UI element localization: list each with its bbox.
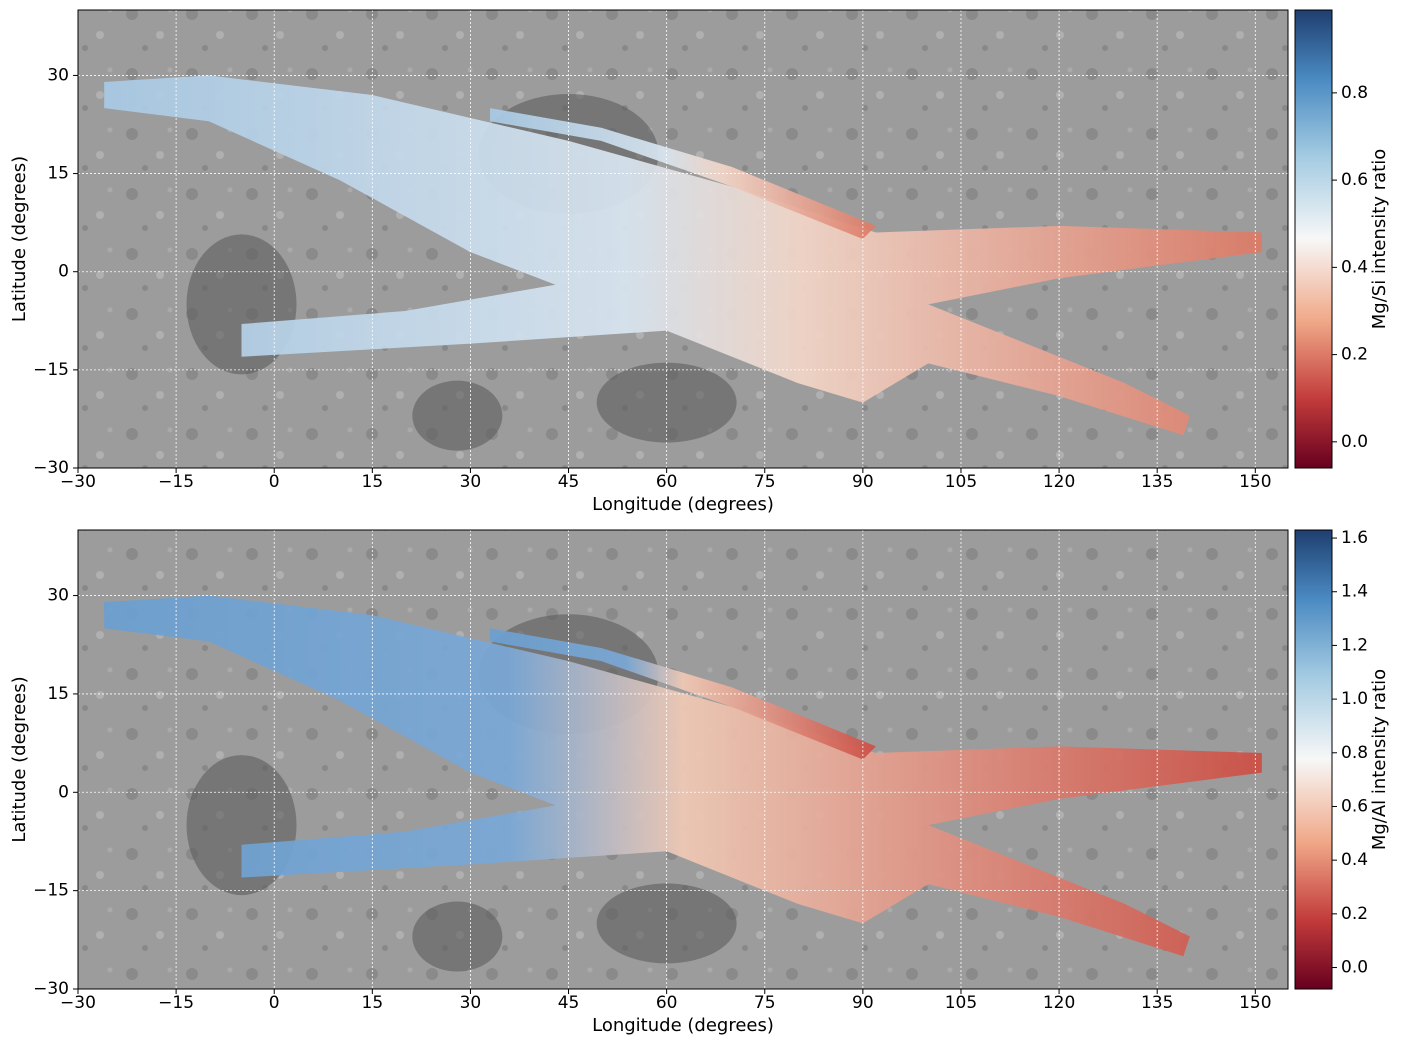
x-tick-label: 30 — [460, 993, 482, 1013]
y-tick-label: −15 — [33, 360, 69, 380]
y-tick-label: −30 — [33, 979, 69, 999]
x-axis-label: Longitude (degrees) — [592, 1015, 774, 1036]
colorbar-tick-label: 1.2 — [1341, 635, 1368, 655]
colorbar-tick-label: 0.8 — [1341, 743, 1368, 763]
y-tick-label: 15 — [47, 164, 69, 184]
x-tick-label: 120 — [1043, 472, 1075, 492]
x-tick-label: 105 — [945, 993, 977, 1013]
colorbar — [1295, 10, 1332, 468]
x-tick-label: 135 — [1141, 993, 1173, 1013]
y-axis-label: Latitude (degrees) — [9, 676, 30, 842]
x-tick-label: 15 — [362, 993, 384, 1013]
x-tick-label: 90 — [852, 472, 874, 492]
y-tick-label: 30 — [47, 586, 69, 606]
colorbar-tick-label: 0.0 — [1341, 432, 1368, 452]
y-tick-label: −30 — [33, 458, 69, 478]
x-tick-label: 15 — [362, 472, 384, 492]
x-tick-label: 150 — [1239, 993, 1271, 1013]
x-tick-label: 75 — [754, 993, 776, 1013]
colorbar-tick-label: 0.6 — [1341, 170, 1368, 190]
colorbar — [1295, 530, 1332, 989]
colorbar-tick-label: 1.4 — [1341, 582, 1368, 602]
x-tick-label: 105 — [945, 472, 977, 492]
x-tick-label: 120 — [1043, 993, 1075, 1013]
x-axis-label: Longitude (degrees) — [592, 494, 774, 515]
colorbar-tick-label: 1.6 — [1341, 528, 1368, 548]
x-tick-label: 60 — [656, 993, 678, 1013]
mare — [412, 902, 502, 972]
x-tick-label: 150 — [1239, 472, 1271, 492]
x-tick-label: 45 — [558, 993, 580, 1013]
y-tick-label: 15 — [47, 684, 69, 704]
colorbar-tick-label: 0.0 — [1341, 958, 1368, 978]
x-tick-label: 60 — [656, 472, 678, 492]
x-tick-label: 135 — [1141, 472, 1173, 492]
colorbar-tick-label: 0.4 — [1341, 850, 1368, 870]
y-tick-label: 0 — [58, 262, 69, 282]
colorbar-tick-label: 1.0 — [1341, 689, 1368, 709]
y-tick-label: 0 — [58, 782, 69, 802]
colorbar-label: Mg/Al intensity ratio — [1369, 669, 1390, 850]
x-tick-label: 75 — [754, 472, 776, 492]
y-axis-label: Latitude (degrees) — [9, 156, 30, 322]
mare — [412, 381, 502, 451]
x-tick-label: 0 — [269, 993, 280, 1013]
x-tick-label: 90 — [852, 993, 874, 1013]
colorbar-tick-label: 0.4 — [1341, 257, 1368, 277]
x-tick-label: −15 — [158, 993, 194, 1013]
y-tick-label: −15 — [33, 881, 69, 901]
colorbar-tick-label: 0.2 — [1341, 345, 1368, 365]
x-tick-label: −15 — [158, 472, 194, 492]
figure: −30−150153045607590105120135150−30−15015… — [0, 0, 1408, 1039]
x-tick-label: 45 — [558, 472, 580, 492]
colorbar-tick-label: 0.6 — [1341, 796, 1368, 816]
colorbar-tick-label: 0.8 — [1341, 83, 1368, 103]
y-tick-label: 30 — [47, 65, 69, 85]
colorbar-tick-label: 0.2 — [1341, 904, 1368, 924]
page: −30−150153045607590105120135150−30−15015… — [0, 0, 1408, 1043]
x-tick-label: 0 — [269, 472, 280, 492]
colorbar-label: Mg/Si intensity ratio — [1369, 149, 1390, 329]
x-tick-label: 30 — [460, 472, 482, 492]
